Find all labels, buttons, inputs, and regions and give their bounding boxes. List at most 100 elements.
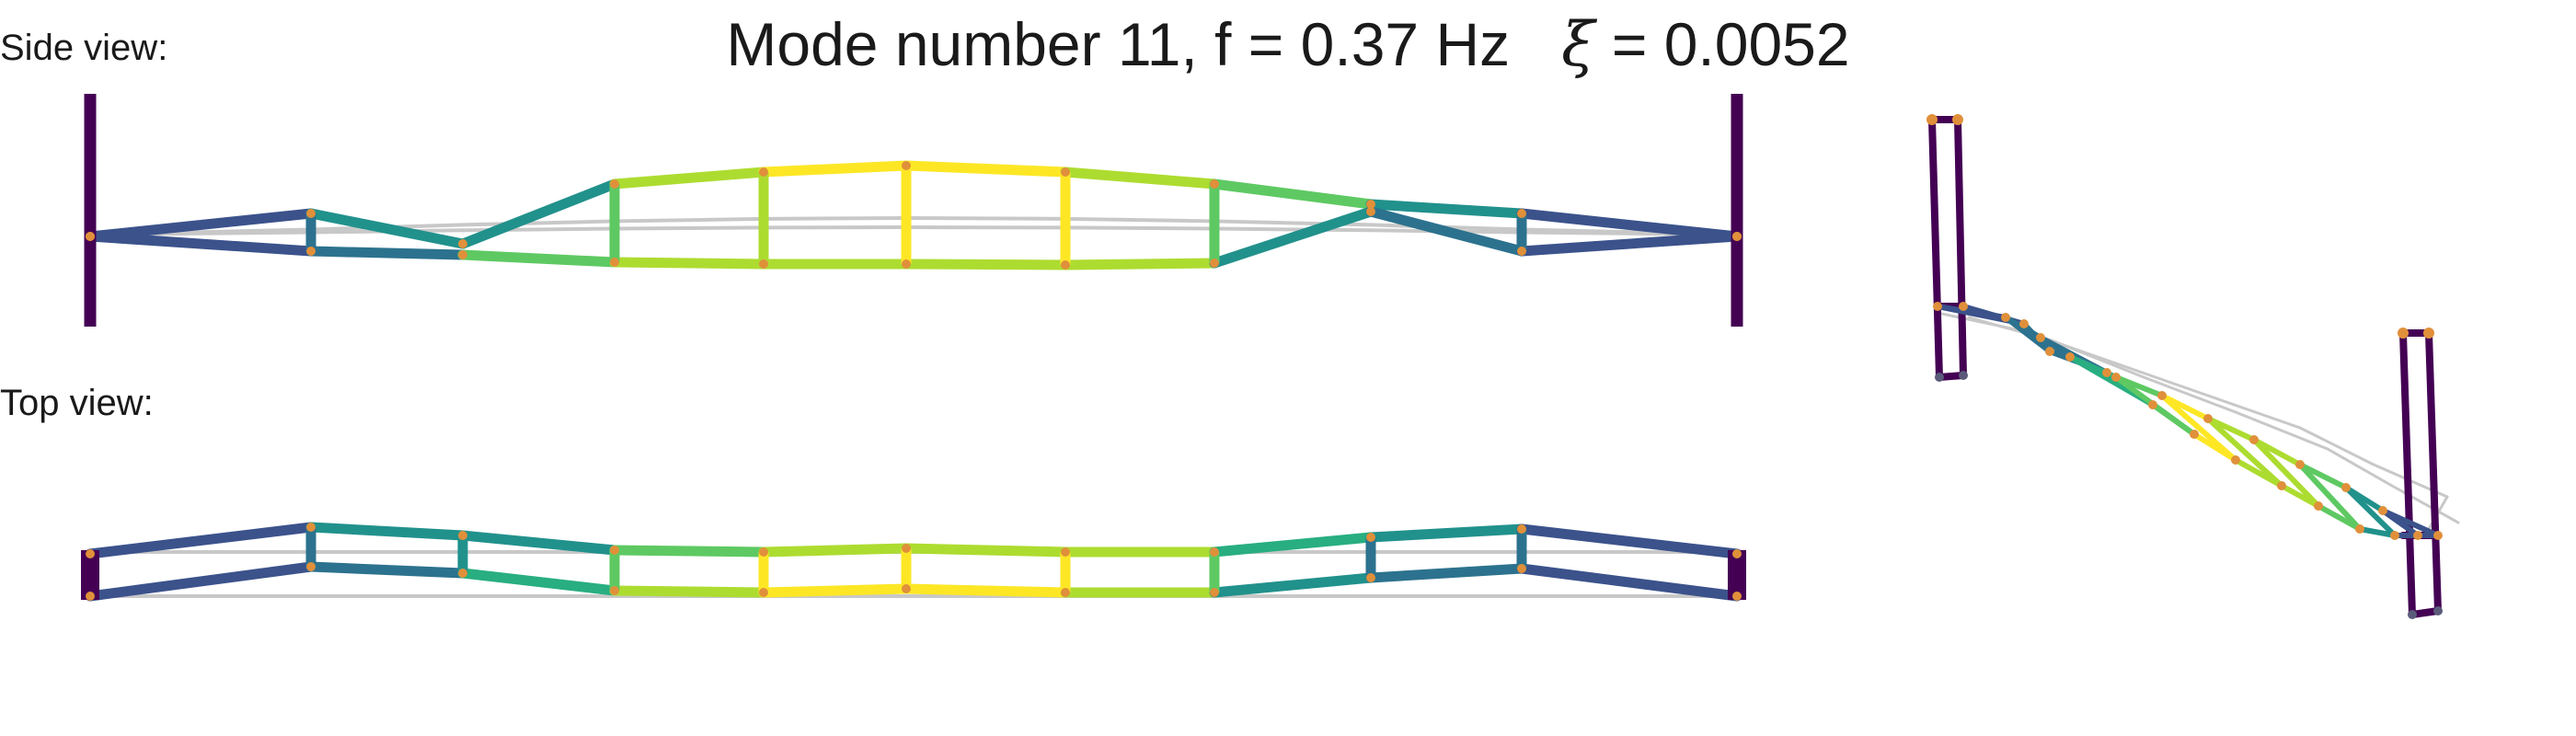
- reference-chord: [613, 216, 765, 224]
- reference-chord: [613, 225, 765, 231]
- reference-chord: [762, 216, 908, 221]
- node: [2423, 328, 2434, 339]
- node: [2001, 313, 2010, 322]
- node: [1517, 209, 1526, 218]
- node: [2249, 435, 2259, 444]
- node: [902, 161, 911, 170]
- node: [2190, 430, 2199, 439]
- lower-chord-segment: [457, 249, 620, 268]
- node: [86, 592, 95, 601]
- node: [1517, 524, 1526, 534]
- node: [2019, 319, 2029, 328]
- node: [2111, 373, 2121, 382]
- node: [1061, 260, 1070, 270]
- lower-chord-segment: [305, 246, 468, 260]
- node: [2036, 333, 2045, 342]
- upper-chord-segment: [901, 543, 1071, 558]
- node: [1061, 167, 1070, 177]
- node: [306, 523, 316, 532]
- node: [902, 584, 911, 593]
- support-node: [1935, 373, 1944, 382]
- node: [458, 531, 467, 540]
- reference-chord: [1064, 216, 1216, 224]
- lower-chord-segment: [457, 568, 620, 596]
- upper-chord-segment: [901, 160, 1071, 178]
- lower-chord-segment: [901, 259, 1071, 270]
- deck-diagonal: [2297, 462, 2363, 532]
- upper-chord-segment: [457, 530, 620, 556]
- support-node: [1959, 371, 1968, 380]
- reference-chord: [1064, 225, 1216, 231]
- upper-chord-segment: [85, 522, 316, 559]
- left-tower: [1928, 116, 1943, 381]
- upper-chord-segment: [609, 545, 769, 558]
- upper-chord-segment: [305, 522, 468, 541]
- upper-chord-segment: [1516, 523, 1742, 559]
- reference-chord: [461, 219, 616, 227]
- node: [759, 259, 768, 269]
- node: [610, 586, 619, 595]
- upper-chord-segment: [1060, 167, 1220, 190]
- node: [2398, 328, 2409, 339]
- support-node: [2433, 606, 2443, 615]
- upper-chord-segment: [1209, 178, 1376, 210]
- deck-diagonal: [2159, 393, 2238, 463]
- node: [1366, 207, 1375, 216]
- node: [2433, 531, 2443, 540]
- node: [1926, 114, 1938, 125]
- node: [1732, 592, 1742, 601]
- side-view-panel: [84, 94, 1743, 327]
- title-main: Mode number 11, f = 0.37 Hz: [726, 10, 1511, 78]
- lower-chord-segment: [609, 257, 769, 270]
- lower-chord-segment: [609, 585, 769, 598]
- node: [458, 239, 467, 248]
- side-view-label: Side view:: [0, 28, 168, 68]
- node: [2355, 524, 2364, 534]
- node: [2231, 455, 2240, 465]
- upper-chord-segment: [758, 160, 912, 178]
- node: [1210, 588, 1219, 597]
- node: [1210, 259, 1219, 268]
- node: [2065, 352, 2075, 362]
- upper-chord-segment: [758, 543, 912, 558]
- node: [1061, 547, 1070, 557]
- lower-chord-segment: [1365, 206, 1527, 257]
- lower-chord-segment: [1516, 231, 1742, 257]
- top-view-label: Top view:: [0, 383, 154, 423]
- lower-chord-segment: [1516, 563, 1742, 602]
- node: [610, 258, 619, 267]
- node: [306, 562, 316, 571]
- node: [1366, 533, 1375, 542]
- deck-diagonal: [2251, 437, 2321, 509]
- top-view-panel: [81, 522, 1746, 602]
- node: [1061, 588, 1070, 597]
- upper-chord-segment: [305, 208, 468, 249]
- right-tower: [2425, 329, 2442, 615]
- node: [1732, 232, 1742, 241]
- upper-chord-segment: [1365, 199, 1527, 219]
- lower-chord-segment: [1209, 572, 1376, 598]
- node: [86, 232, 95, 241]
- node: [2295, 460, 2305, 469]
- lower-chord-segment: [901, 583, 1071, 598]
- upper-chord-segment: [457, 178, 620, 249]
- lower-chord-segment: [1209, 206, 1376, 269]
- deck-chord: [2357, 526, 2398, 538]
- node: [2341, 483, 2351, 492]
- upper-chord-segment: [1209, 532, 1376, 558]
- upper-chord-segment: [609, 167, 769, 190]
- reference-chord: [2234, 410, 2329, 451]
- node: [86, 549, 95, 558]
- reference-chord: [1213, 226, 1373, 233]
- reference-chord: [2298, 426, 2375, 466]
- reference-chord: [2326, 447, 2394, 488]
- node: [458, 569, 467, 578]
- node: [2390, 531, 2399, 540]
- node: [1210, 179, 1219, 189]
- reference-chord: [2050, 339, 2145, 379]
- lower-chord-segment: [305, 561, 468, 579]
- right-tower: [2399, 329, 2416, 618]
- support-node: [2408, 610, 2417, 619]
- node: [1952, 114, 1963, 125]
- xi-value: = 0.0052: [1611, 10, 1850, 78]
